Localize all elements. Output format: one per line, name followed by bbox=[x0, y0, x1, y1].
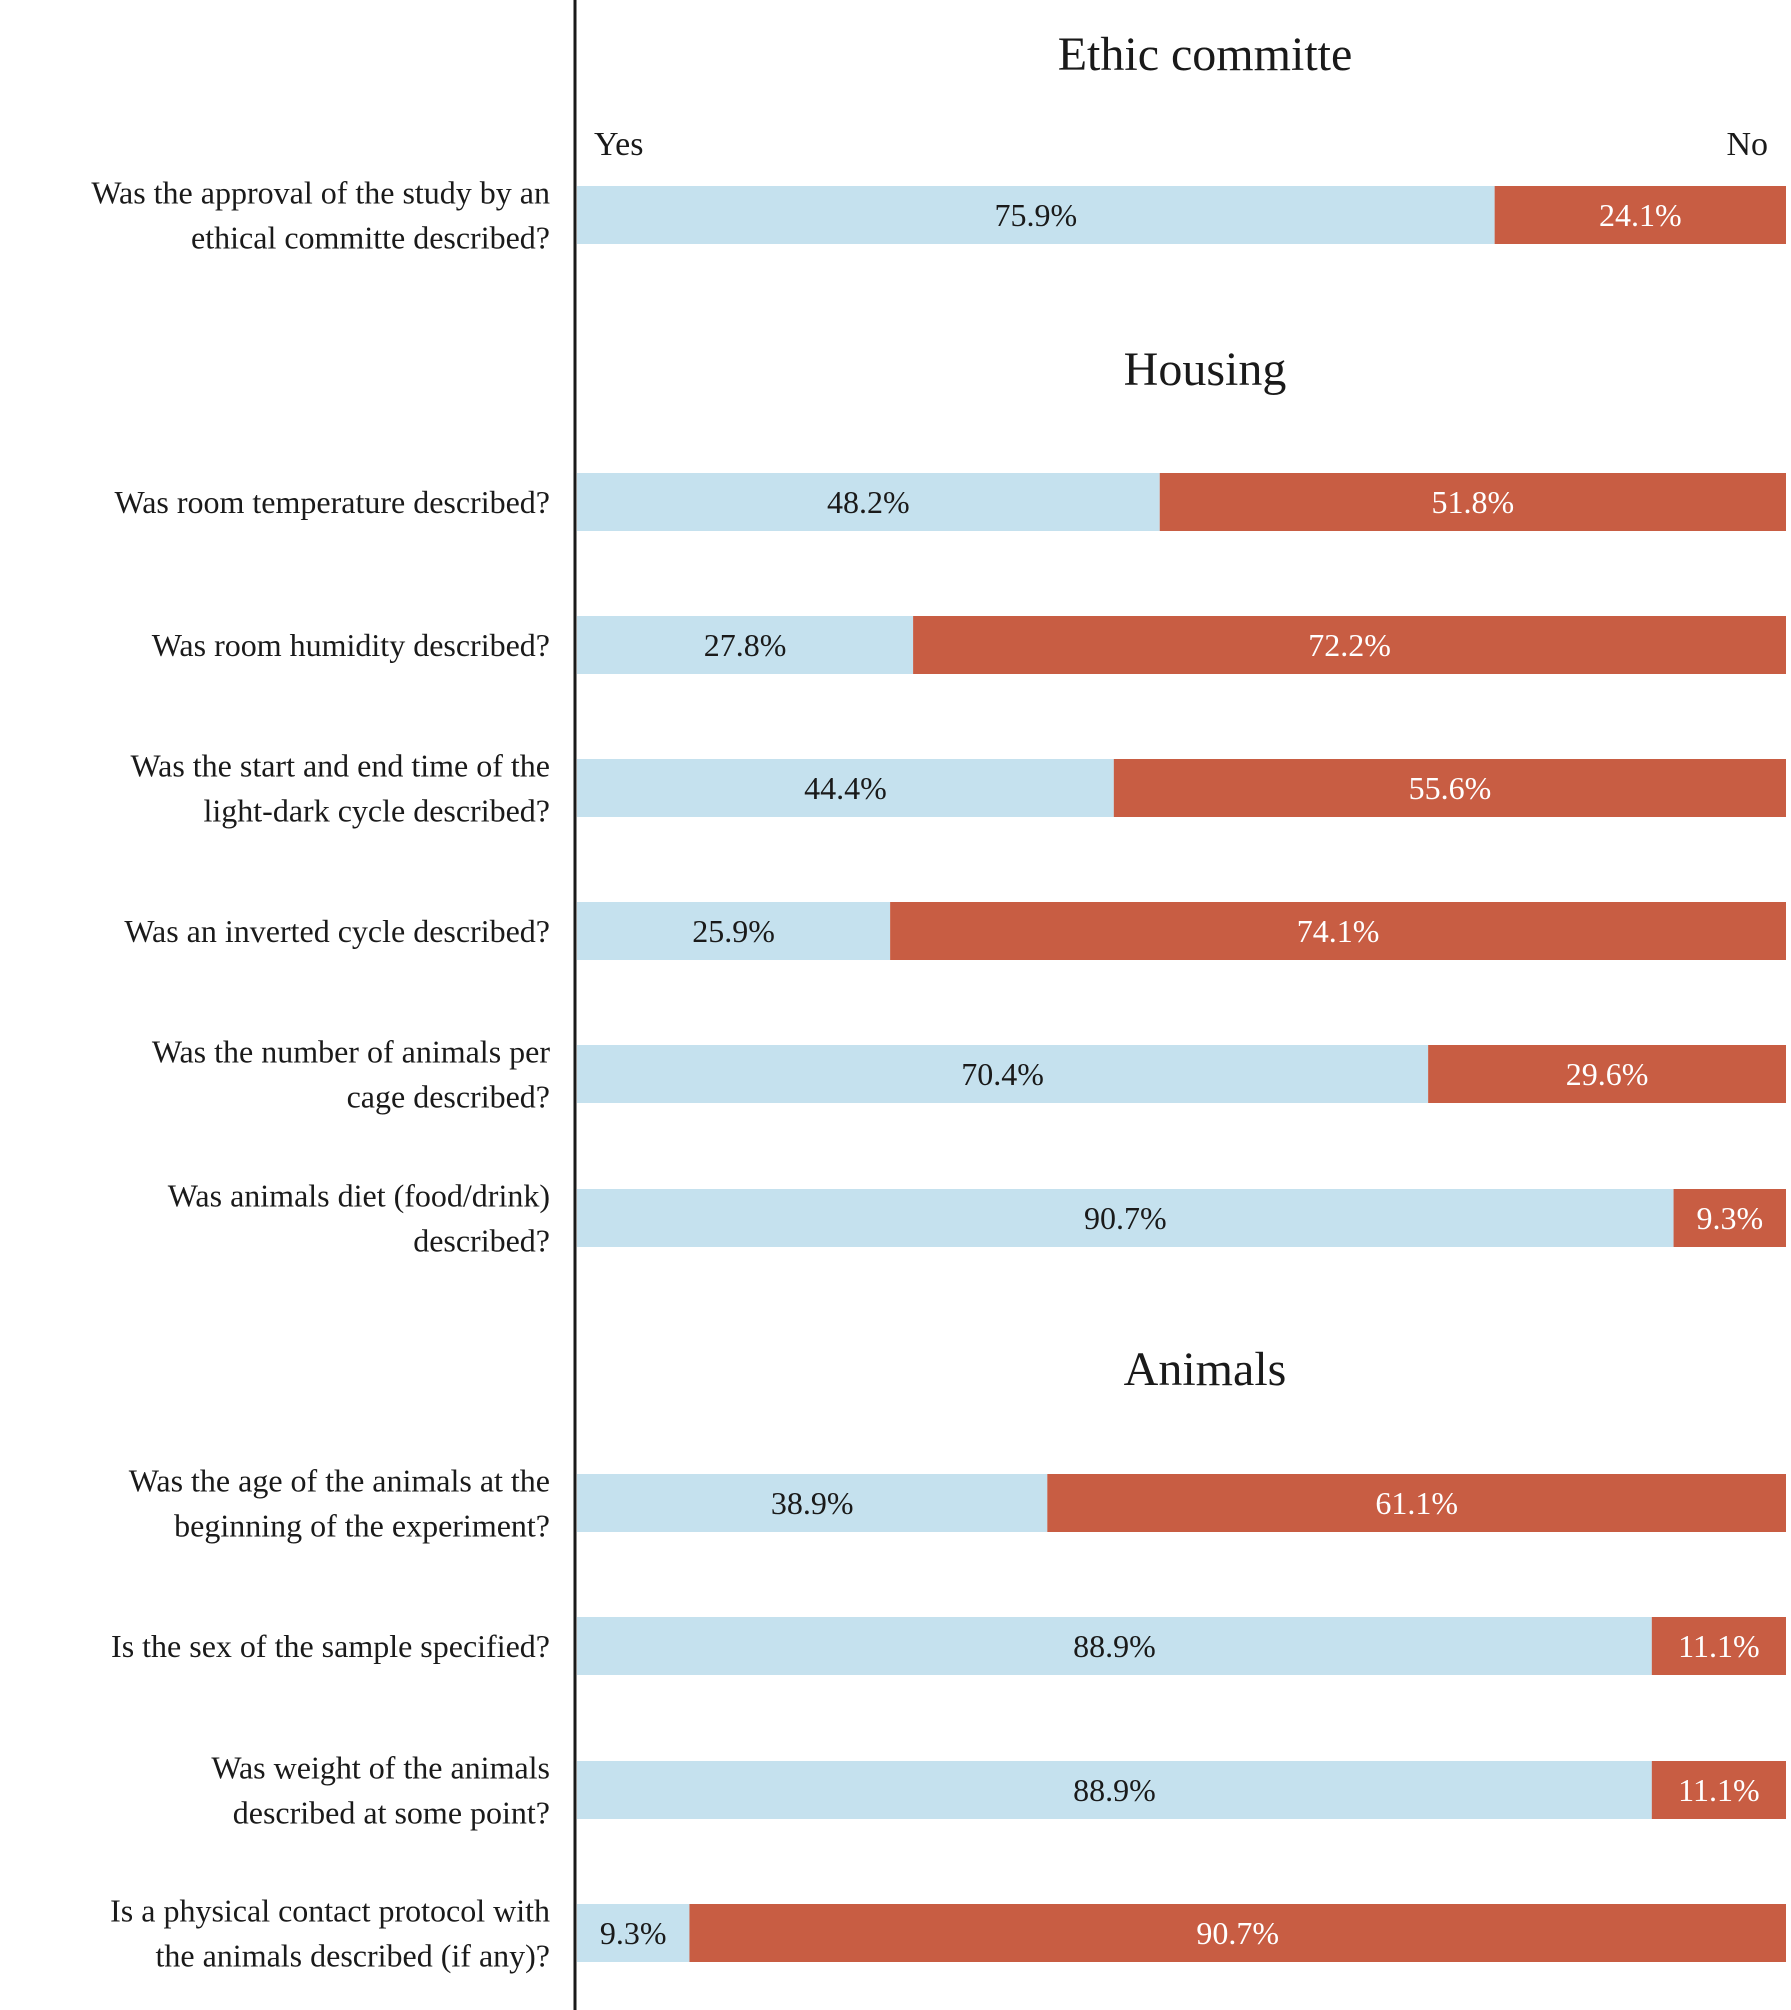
data-label-yes: 9.3% bbox=[600, 1915, 667, 1951]
question-label: Was an inverted cycle described? bbox=[124, 913, 550, 949]
bar-no bbox=[1651, 1761, 1786, 1819]
question-label: cage described? bbox=[347, 1079, 550, 1115]
data-label-no: 90.7% bbox=[1196, 1915, 1279, 1951]
bar-yes bbox=[577, 616, 914, 674]
data-label-no: 61.1% bbox=[1375, 1485, 1458, 1521]
question-label: Was the age of the animals at the bbox=[129, 1463, 550, 1499]
bar-yes bbox=[577, 473, 1160, 531]
bar-yes bbox=[577, 186, 1495, 244]
bar-yes bbox=[577, 759, 1114, 817]
bar-no bbox=[689, 1904, 1786, 1962]
data-label-no: 9.3% bbox=[1696, 1200, 1763, 1236]
question-label: Was weight of the animals bbox=[211, 1750, 550, 1786]
bar-no bbox=[1651, 1617, 1786, 1675]
bar-yes bbox=[577, 1904, 690, 1962]
question-label: Was room temperature described? bbox=[115, 484, 550, 520]
legend-yes-label: Yes bbox=[594, 126, 643, 163]
data-label-no: 24.1% bbox=[1599, 197, 1682, 233]
question-label: Was room humidity described? bbox=[152, 627, 550, 663]
question-label: the animals described (if any)? bbox=[156, 1938, 551, 1974]
data-label-no: 74.1% bbox=[1297, 913, 1380, 949]
chart-marks: Ethic committe 75.9% 24.1% Was the approval… bbox=[91, 28, 1786, 1974]
data-label-no: 29.6% bbox=[1566, 1056, 1649, 1092]
bar-no bbox=[1428, 1045, 1786, 1103]
bar-no bbox=[913, 616, 1786, 674]
question-label: Is the sex of the sample specified? bbox=[111, 1628, 550, 1664]
bar-no bbox=[890, 902, 1786, 960]
bar-yes bbox=[577, 902, 891, 960]
bar-yes bbox=[577, 1189, 1674, 1247]
bar-no bbox=[1673, 1189, 1786, 1247]
question-label: Was the start and end time of the bbox=[130, 748, 550, 784]
data-label-no: 11.1% bbox=[1678, 1772, 1759, 1808]
data-label-yes: 88.9% bbox=[1073, 1772, 1156, 1808]
data-label-no: 72.2% bbox=[1308, 627, 1391, 663]
question-label: Is a physical contact protocol with bbox=[110, 1893, 550, 1929]
legend-no-label: No bbox=[1726, 126, 1768, 163]
data-label-yes: 25.9% bbox=[692, 913, 775, 949]
question-label: light-dark cycle described? bbox=[204, 793, 551, 829]
question-label: Was the number of animals per bbox=[152, 1034, 551, 1070]
data-label-no: 51.8% bbox=[1432, 484, 1515, 520]
section-title: Animals bbox=[1124, 1343, 1287, 1396]
question-label: ethical committe described? bbox=[191, 220, 550, 256]
bar-yes bbox=[577, 1474, 1048, 1532]
data-label-yes: 70.4% bbox=[961, 1056, 1044, 1092]
data-label-no: 55.6% bbox=[1409, 770, 1492, 806]
data-label-yes: 48.2% bbox=[827, 484, 910, 520]
data-label-yes: 44.4% bbox=[804, 770, 887, 806]
bar-no bbox=[1047, 1474, 1786, 1532]
question-label: described? bbox=[413, 1223, 550, 1259]
data-label-yes: 90.7% bbox=[1084, 1200, 1167, 1236]
data-label-yes: 27.8% bbox=[704, 627, 787, 663]
bar-no bbox=[1159, 473, 1786, 531]
question-label: beginning of the experiment? bbox=[174, 1508, 550, 1544]
question-label: Was animals diet (food/drink) bbox=[168, 1178, 550, 1214]
data-label-yes: 75.9% bbox=[994, 197, 1077, 233]
section-title: Ethic committe bbox=[1058, 28, 1353, 81]
section-title: Housing bbox=[1124, 343, 1287, 396]
question-label: Was the approval of the study by an bbox=[91, 175, 550, 211]
bar-yes bbox=[577, 1045, 1429, 1103]
bar-yes bbox=[577, 1761, 1652, 1819]
bar-no bbox=[1494, 186, 1786, 244]
bar-yes bbox=[577, 1617, 1652, 1675]
data-label-no: 11.1% bbox=[1678, 1628, 1759, 1664]
data-label-yes: 88.9% bbox=[1073, 1628, 1156, 1664]
data-label-yes: 38.9% bbox=[771, 1485, 854, 1521]
question-label: described at some point? bbox=[233, 1795, 550, 1831]
bar-no bbox=[1113, 759, 1786, 817]
